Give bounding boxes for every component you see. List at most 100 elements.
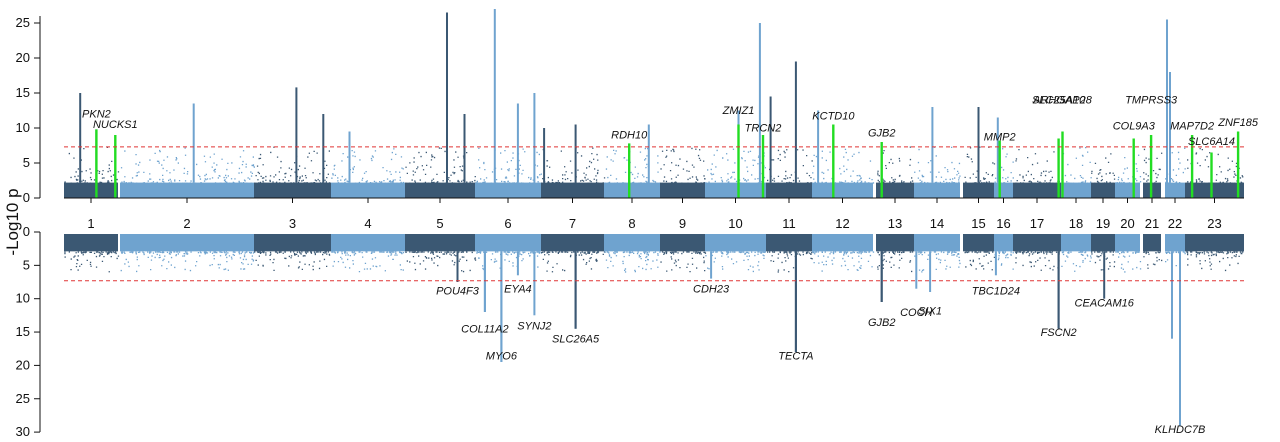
chrom-label-22: 22 xyxy=(1168,216,1182,231)
top-ytick-label-10: 10 xyxy=(16,120,30,135)
chrom-band-bottom-18 xyxy=(1061,234,1091,252)
chrom-label-10: 10 xyxy=(728,216,742,231)
chrom-label-12: 12 xyxy=(835,216,849,231)
chrom-label-19: 19 xyxy=(1096,216,1110,231)
snp-scatter-top-20 xyxy=(1115,154,1142,184)
peak-top-5 xyxy=(348,131,351,183)
chrom-band-top-15 xyxy=(963,182,994,198)
chrom-label-6: 6 xyxy=(504,216,511,231)
peak-top-7 xyxy=(463,114,466,183)
chrom-label-17: 17 xyxy=(1030,216,1044,231)
chrom-label-7: 7 xyxy=(569,216,576,231)
chrom-band-bottom-21 xyxy=(1143,234,1161,252)
peak-top-13 xyxy=(647,124,650,183)
snp-scatter-bottom-2 xyxy=(120,251,255,273)
gene-label-top-MAP7D2: MAP7D2 xyxy=(1170,120,1214,132)
snp-scatter-top-11 xyxy=(767,147,813,184)
chrom-band-top-13 xyxy=(876,182,914,198)
chrom-band-bottom-15 xyxy=(963,234,994,252)
snp-scatter-top-17 xyxy=(1015,149,1060,184)
bottom-locus-CEACAM16 xyxy=(1103,251,1106,299)
snp-scatter-top-7 xyxy=(541,147,606,184)
bottom-locus-GJB2 xyxy=(880,251,883,302)
chrom-label-23: 23 xyxy=(1207,216,1221,231)
snp-scatter-bottom-5 xyxy=(405,251,477,273)
bottom-locus-TECTA xyxy=(794,251,797,352)
snp-scatter-top-1 xyxy=(64,146,120,184)
snp-scatter-top-5 xyxy=(405,147,477,184)
snp-scatter-top-2 xyxy=(120,147,255,184)
gene-label-top-SLC6A14: SLC6A14 xyxy=(1188,136,1235,148)
snp-scatter-bottom-20 xyxy=(1115,251,1142,273)
gene-label-bottom-GJB2: GJB2 xyxy=(868,317,896,329)
bottom-ytick-label-25: 25 xyxy=(16,391,30,406)
bottom-ytick-label-30: 30 xyxy=(16,424,30,439)
highlight-locus-TMPRSS3 xyxy=(1149,135,1153,198)
gene-label-bottom-EYA4: EYA4 xyxy=(504,284,532,296)
bottom-locus-TBC1D24 xyxy=(994,251,997,276)
bottom-locus-SIX1 xyxy=(929,251,932,292)
highlight-locus-ARHGAP28 xyxy=(1061,131,1064,198)
chrom-label-20: 20 xyxy=(1120,216,1134,231)
chrom-band-bottom-5 xyxy=(405,234,475,252)
chrom-band-top-11 xyxy=(766,182,812,198)
snp-scatter-top-15 xyxy=(964,146,996,184)
bottom-locus-CDH23 xyxy=(710,251,713,279)
bottom-locus-SLC26A5 xyxy=(574,251,577,329)
peak-top-8 xyxy=(493,9,496,183)
chrom-band-top-6 xyxy=(475,182,541,198)
bottom-ytick-label-20: 20 xyxy=(16,357,30,372)
bottom-locus-MYO6 xyxy=(500,251,503,362)
gene-label-bottom-MYO6: MYO6 xyxy=(486,350,518,362)
chrom-band-top-12 xyxy=(812,182,873,198)
highlight-locus-MMP2 xyxy=(998,140,1001,198)
highlighted-loci xyxy=(95,124,1240,426)
y-axis-label: -Log10 p xyxy=(3,188,22,255)
highlight-locus-GJB2 xyxy=(880,142,883,198)
top-ytick-label-20: 20 xyxy=(16,50,30,65)
peak-top-11 xyxy=(543,128,546,183)
gene-label-top-KCTD10: KCTD10 xyxy=(812,111,855,123)
chrom-label-18: 18 xyxy=(1069,216,1083,231)
chrom-band-bottom-12 xyxy=(812,234,873,252)
snp-scatter-top-22 xyxy=(1165,147,1186,184)
top-ytick-label-25: 25 xyxy=(16,15,30,30)
bottom-locus-COL11A2 xyxy=(483,251,486,312)
snp-scatter-bottom-10 xyxy=(705,251,766,273)
significance-thresholds xyxy=(64,146,1244,282)
peak-top-20 xyxy=(977,107,980,183)
gene-label-bottom-KLHDC7B: KLHDC7B xyxy=(1155,424,1206,436)
peak-bottom-6 xyxy=(1171,251,1173,339)
highlight-locus-SLC25A10 xyxy=(1057,138,1060,198)
chrom-band-top-19 xyxy=(1091,182,1115,198)
snp-scatter-bottom-4 xyxy=(331,251,405,273)
chrom-label-21: 21 xyxy=(1145,216,1159,231)
gene-label-bottom-CDH23: CDH23 xyxy=(693,284,730,296)
gene-label-top-GJB2: GJB2 xyxy=(868,127,896,139)
chrom-band-bottom-11 xyxy=(766,234,812,252)
chrom-band-bottom-10 xyxy=(705,234,766,252)
peak-top-3 xyxy=(295,87,298,183)
chrom-band-top-22 xyxy=(1165,182,1185,198)
chrom-band-top-5 xyxy=(405,182,475,198)
bottom-locus-FSCN2 xyxy=(1057,251,1060,329)
gene-label-bottom-SYNJ2: SYNJ2 xyxy=(517,320,551,332)
peak-top-22 xyxy=(1166,19,1168,183)
snp-scatter-top-8 xyxy=(604,147,661,184)
gene-label-top-SLC25A10: SLC25A10 xyxy=(1032,95,1086,107)
chrom-label-4: 4 xyxy=(364,216,371,231)
chrom-band-bottom-22 xyxy=(1165,234,1185,252)
snp-scatter-bottom-6 xyxy=(476,251,542,271)
snp-scatter-bottom-8 xyxy=(604,251,661,273)
y-ticks: 0 5 10 15 20 25 0 5 10 15 20 25 30 xyxy=(16,15,40,439)
chrom-band-top-7 xyxy=(541,182,604,198)
snp-scatter-bottom-23 xyxy=(1186,251,1244,272)
chrom-label-3: 3 xyxy=(289,216,296,231)
chrom-band-top-20 xyxy=(1115,182,1140,198)
chrom-band-top-9 xyxy=(660,182,705,198)
chrom-band-bottom-7 xyxy=(541,234,604,252)
highlight-locus-SLC6A14 xyxy=(1210,152,1213,198)
chrom-band-top-2 xyxy=(120,182,254,198)
